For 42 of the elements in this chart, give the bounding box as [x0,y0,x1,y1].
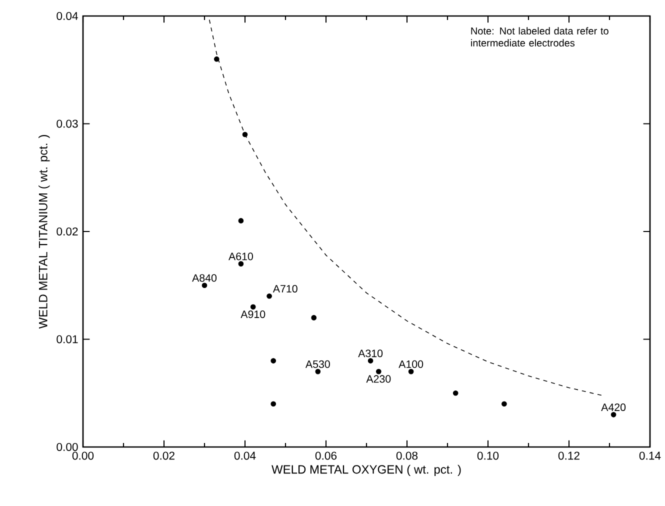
point [238,261,244,266]
x-tick-label: 0.08 [396,452,418,460]
point [315,368,321,374]
annotation: A910 [240,310,266,318]
point [368,358,374,364]
x-tick-label: 0.06 [315,452,337,460]
point [202,282,208,288]
x-tick-label: 0.02 [153,452,174,460]
x-tick-label: 0.10 [477,452,499,460]
x-tick-label: 0.00 [72,452,94,460]
point [408,368,414,374]
x-tick-label: 0.12 [558,452,580,460]
annotation: A610 [228,252,253,260]
annotation: A840 [192,274,217,282]
y-tick-label: 0.02 [56,227,78,236]
point [266,293,272,299]
x-axis-title: WELD METAL OXYGEN ( wt. pct. ) [272,464,461,476]
point [238,218,244,224]
annotation: A230 [366,375,391,383]
y-tick-label: 0.03 [56,120,78,128]
annotation: A100 [398,360,424,368]
annotation: Note: Not labeled data refer to intermediate electrodes [471,27,608,47]
annotation: A420 [601,404,626,412]
point [502,401,507,407]
annotation: A530 [305,360,330,368]
annotation: A310 [358,350,383,358]
point [610,412,616,418]
y-tick-label: 0.00 [56,442,78,451]
point [376,368,382,374]
point [242,132,248,138]
y-tick-label: 0.01 [56,335,78,344]
y-tick-label: 0.04 [56,12,78,20]
point [311,315,317,320]
annotation: A710 [272,284,298,293]
point [250,304,256,310]
point [270,358,276,364]
point [214,56,220,62]
point [270,401,276,407]
x-tick-label: 0.04 [234,452,256,460]
y-axis-title: WELD METAL TITANIUM ( wt. pct. ) [38,135,50,329]
x-tick-label: 0.14 [639,452,661,460]
point [452,390,458,396]
